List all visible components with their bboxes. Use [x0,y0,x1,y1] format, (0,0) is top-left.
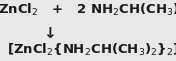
Text: ↓: ↓ [43,26,56,41]
Text: ZnCl$_2$   +   2 NH$_2$CH(CH$_3$)$_2$: ZnCl$_2$ + 2 NH$_2$CH(CH$_3$)$_2$ [0,2,176,18]
Text: [ZnCl$_2${NH$_2$CH(CH$_3$)$_2$}$_2$]: [ZnCl$_2${NH$_2$CH(CH$_3$)$_2$}$_2$] [7,42,176,58]
